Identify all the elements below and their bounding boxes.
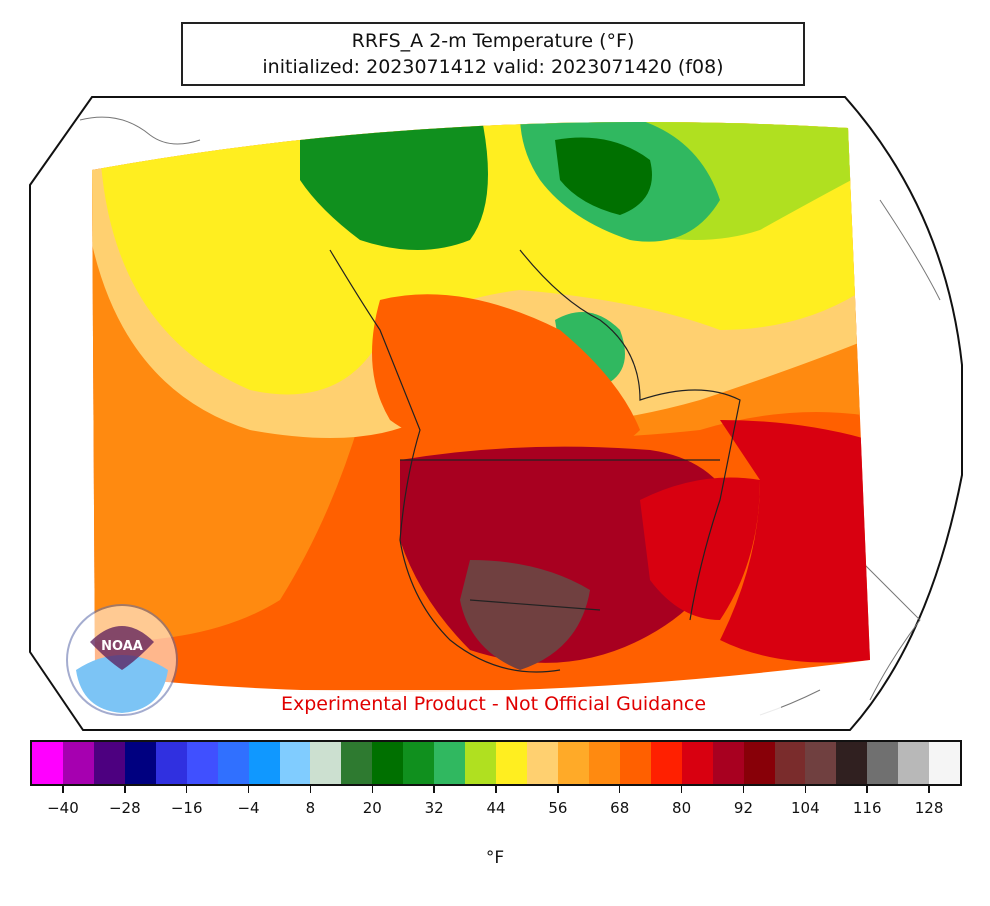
colorbar-tick-label: 44 (466, 786, 526, 817)
colorbar-tick-label: 80 (652, 786, 712, 817)
colorbar-segment (836, 742, 868, 784)
colorbar-tick-label: 128 (899, 786, 959, 817)
colorbar-segment (588, 742, 620, 784)
colorbar (30, 740, 962, 786)
colorbar-tick-label: −28 (95, 786, 155, 817)
colorbar-segment (372, 742, 404, 784)
colorbar-segment (527, 742, 558, 784)
colorbar-tick-label: 116 (837, 786, 897, 817)
colorbar-segment (650, 742, 682, 784)
colorbar-segment (743, 742, 775, 784)
colorbar-tick-label: 68 (590, 786, 650, 817)
colorbar-segment (557, 742, 589, 784)
colorbar-segment (217, 742, 249, 784)
colorbar-tick-label: −16 (157, 786, 217, 817)
colorbar-segment (93, 742, 125, 784)
colorbar-segment (155, 742, 187, 784)
coastlines (329, 249, 741, 673)
colorbar-segment (403, 742, 435, 784)
colorbar-tick-label: 104 (775, 786, 835, 817)
colorbar-segment (929, 742, 961, 784)
colorbar-ticks: −40 −28 −16 −4 8 20 32 44 56 68 80 92 104 116 128 (0, 786, 990, 826)
colorbar-segment (774, 742, 806, 784)
colorbar-segment (681, 742, 713, 784)
map-title-line1: RRFS_A 2-m Temperature (°F) (351, 30, 635, 52)
colorbar-segment (310, 742, 342, 784)
colorbar-tick-label: 32 (404, 786, 464, 817)
colorbar-tick-label: −4 (219, 786, 279, 817)
map-title: RRFS_A 2-m Temperature (°F) initialized:… (181, 22, 805, 86)
colorbar-segment (62, 742, 94, 784)
colorbar-segment (496, 742, 527, 784)
colorbar-segment (619, 742, 651, 784)
disclaimer-notice: Experimental Product - Not Official Guid… (206, 690, 781, 718)
colorbar-segment (805, 742, 837, 784)
colorbar-segment (867, 742, 899, 784)
colorbar-segment (279, 742, 311, 784)
colorbar-segment (341, 742, 373, 784)
noaa-logo-text: NOAA (101, 639, 143, 654)
colorbar-segment (248, 742, 280, 784)
colorbar-segment (186, 742, 218, 784)
noaa-logo: NOAA (66, 604, 178, 716)
outer-coastlines (79, 116, 941, 716)
colorbar-segment (434, 742, 466, 784)
colorbar-segment (465, 742, 497, 784)
colorbar-tick-label: 8 (280, 786, 340, 817)
colorbar-unit-label: °F (485, 848, 505, 868)
map-title-line2: initialized: 2023071412 valid: 202307142… (262, 56, 724, 78)
colorbar-segment (124, 742, 156, 784)
colorbar-segment (712, 742, 744, 784)
colorbar-tick-label: 56 (528, 786, 588, 817)
colorbar-segment (898, 742, 930, 784)
colorbar-tick-label: 20 (342, 786, 402, 817)
temperature-field (92, 121, 870, 692)
colorbar-tick-label: −40 (33, 786, 93, 817)
colorbar-tick-label: 92 (713, 786, 773, 817)
colorbar-segment (32, 742, 63, 784)
